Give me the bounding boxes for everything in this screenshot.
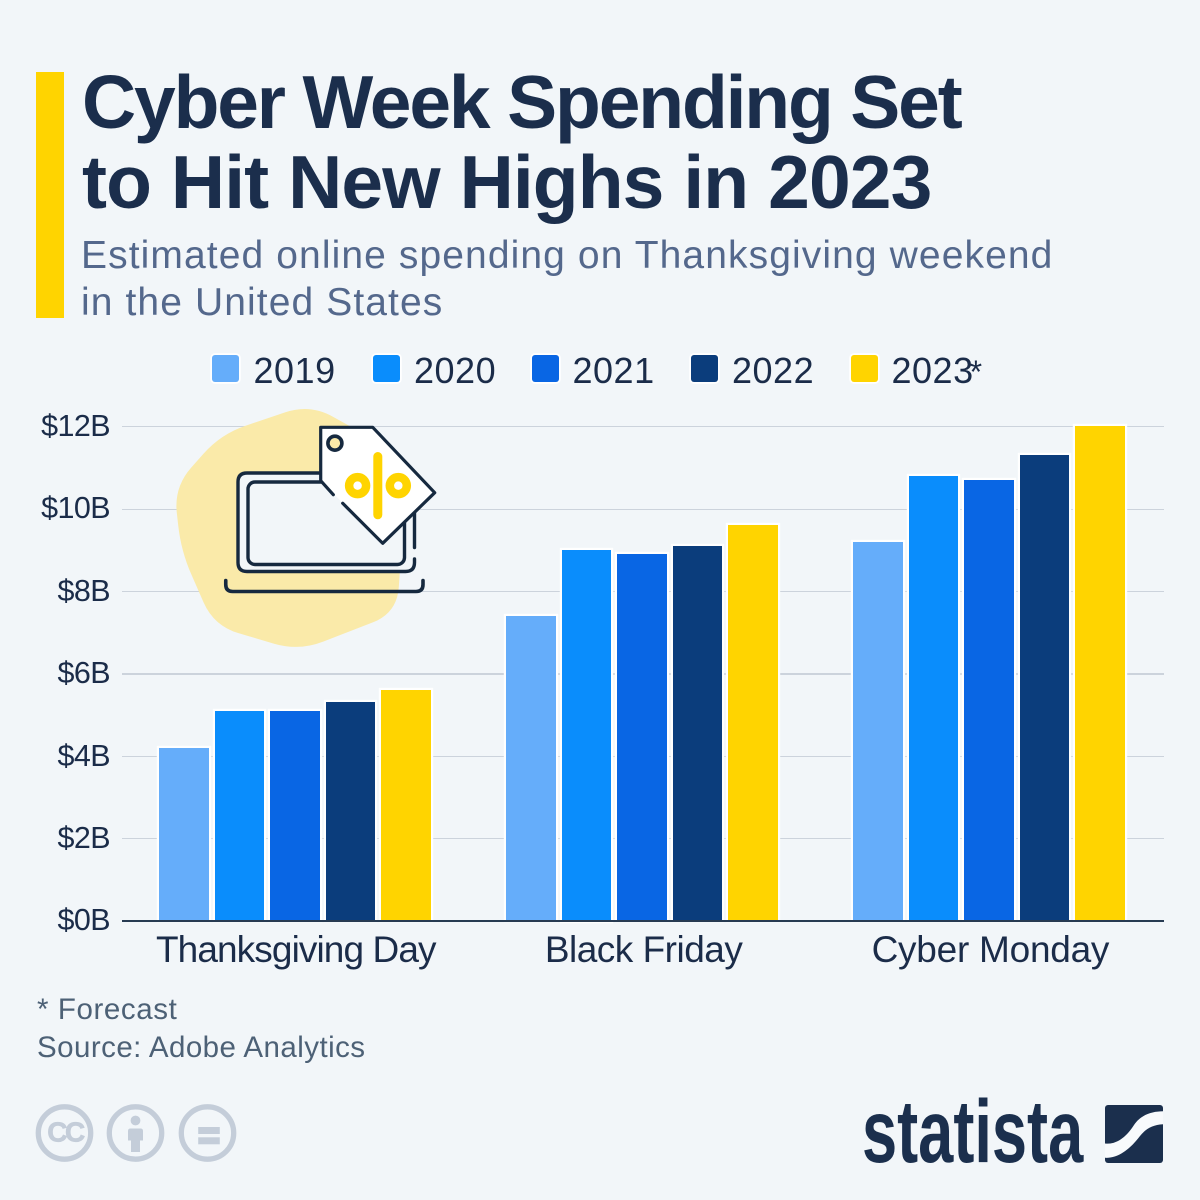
svg-text:CC: CC [47, 1117, 85, 1148]
svg-text:statista: statista [862, 1082, 1084, 1180]
